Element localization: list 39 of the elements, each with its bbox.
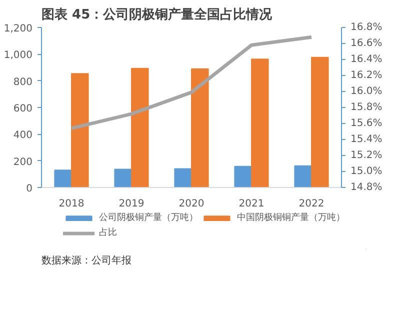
bar [131, 68, 149, 188]
y-tick-label: 200 [13, 156, 33, 168]
legend-label: 中国阴极铜铜产量（万吨） [237, 212, 345, 224]
y2-tick-label: 16.4% [350, 54, 382, 65]
y-tick-label: 0 [26, 184, 33, 194]
y2-tick-label: 15.6% [350, 118, 382, 129]
x-tick-label: 2018 [58, 198, 84, 210]
bar [294, 165, 312, 188]
y2-tick-label: 16.6% [350, 38, 382, 49]
bar [71, 73, 89, 188]
bar [114, 168, 132, 188]
chart-title: 图表 45：公司阴极铜产量全国占比情况 [42, 6, 274, 22]
bar [311, 56, 329, 188]
y2-tick-label: 15.0% [350, 166, 382, 177]
y2-tick-label: 15.4% [350, 134, 382, 145]
y-tick-label: 600 [13, 104, 33, 114]
bar [54, 170, 72, 188]
y2-tick-label: 15.8% [350, 102, 382, 113]
y2-tick-label: 16.8% [350, 22, 382, 33]
y-tick-label: 1,000 [4, 50, 33, 62]
bar [234, 166, 252, 188]
y2-tick-label: 14.8% [350, 182, 382, 193]
x-tick-label: 2021 [238, 198, 264, 210]
y-tick-label: 1,200 [4, 24, 33, 34]
x-tick-label: 2022 [298, 198, 324, 210]
y2-tick-label: 16.0% [350, 86, 382, 97]
bar [191, 68, 209, 188]
x-tick-label: 2020 [178, 198, 204, 210]
y2-tick-label: 15.2% [350, 150, 382, 161]
source-note: 数据来源：公司年报 [42, 254, 132, 266]
y-tick-label: 400 [13, 130, 33, 142]
bar [251, 58, 269, 188]
bar [174, 168, 192, 188]
line-series [70, 35, 314, 130]
legend-label: 占比 [99, 226, 118, 239]
y2-tick-label: 16.2% [350, 70, 382, 81]
legend-label: 公司阴极铜产量（万吨） [99, 212, 198, 224]
y-tick-label: 800 [13, 76, 33, 88]
x-tick-label: 2019 [118, 198, 144, 210]
